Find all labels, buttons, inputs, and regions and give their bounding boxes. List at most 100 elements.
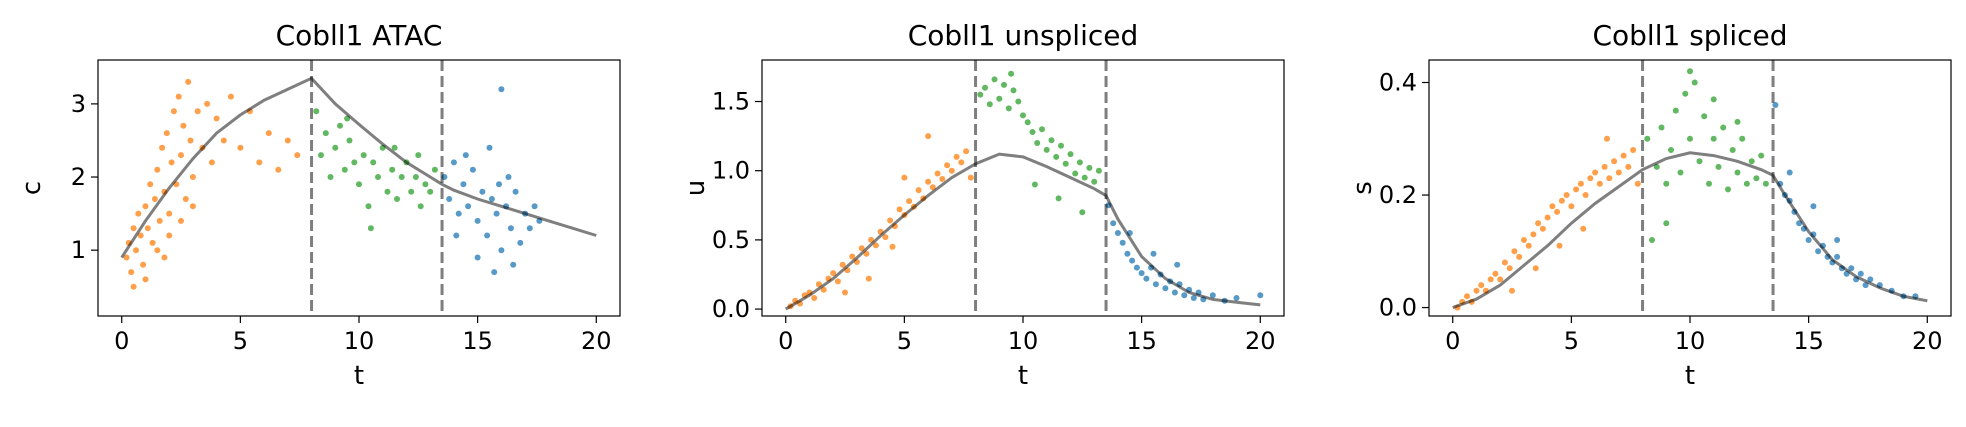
data-point-cluster-2 [1114, 230, 1121, 236]
data-point-cluster-0 [906, 198, 913, 205]
data-point-cluster-0 [944, 162, 951, 169]
y-tick-label: 1 [71, 236, 86, 264]
data-point-cluster-1 [394, 196, 400, 202]
data-point-cluster-0 [149, 239, 156, 246]
data-point-cluster-0 [858, 245, 865, 252]
data-point-cluster-0 [166, 210, 173, 217]
data-point-cluster-0 [178, 217, 184, 224]
data-point-cluster-0 [1506, 265, 1513, 272]
data-point-cluster-0 [834, 278, 841, 285]
data-point-cluster-0 [1492, 270, 1499, 277]
data-point-cluster-0 [1478, 282, 1485, 289]
data-point-cluster-2 [496, 181, 502, 188]
data-point-cluster-1 [370, 159, 377, 166]
data-point-cluster-0 [967, 174, 974, 181]
data-point-cluster-0 [159, 144, 166, 151]
x-tick-label: 10 [1008, 327, 1039, 355]
data-point-cluster-0 [144, 225, 151, 232]
data-point-cluster-2 [1810, 203, 1817, 210]
data-point-cluster-2 [484, 232, 491, 239]
data-point-cluster-0 [948, 167, 955, 174]
data-point-cluster-0 [1549, 203, 1556, 210]
data-point-cluster-1 [1053, 153, 1060, 160]
data-point-cluster-1 [1762, 180, 1769, 187]
data-point-cluster-0 [227, 93, 234, 100]
data-point-cluster-1 [1008, 70, 1015, 77]
data-point-cluster-0 [161, 254, 168, 261]
data-point-cluster-0 [1535, 220, 1542, 227]
data-point-cluster-2 [493, 210, 500, 217]
data-point-cluster-1 [1668, 147, 1674, 153]
data-point-cluster-0 [901, 174, 908, 181]
data-point-cluster-1 [1663, 220, 1670, 227]
x-axis-label: t [1018, 361, 1028, 391]
y-tick-label: 0.0 [1379, 294, 1417, 322]
data-point-cluster-0 [915, 187, 922, 194]
scatter-points [123, 78, 543, 290]
subplot-atac: 0 5 10 15 20 1 2 3 Cobll1 ATAC t c [17, 19, 621, 391]
y-tick-label: 0.0 [712, 295, 750, 323]
data-point-cluster-0 [1532, 265, 1539, 272]
data-point-cluster-1 [1687, 135, 1693, 142]
data-point-cluster-0 [925, 178, 932, 185]
data-point-cluster-1 [982, 84, 988, 91]
data-point-cluster-0 [1501, 259, 1508, 266]
subplot-spliced: 0 5 10 15 20 0.0 0.2 0.4 Cobll1 spliced t s [1348, 19, 1952, 391]
data-point-cluster-2 [1862, 282, 1869, 289]
data-point-cluster-0 [925, 133, 932, 140]
data-point-cluster-1 [1653, 163, 1660, 170]
data-point-cluster-1 [1701, 113, 1708, 120]
data-point-cluster-1 [1055, 195, 1062, 202]
data-point-cluster-0 [130, 225, 137, 232]
data-point-cluster-0 [1530, 231, 1537, 238]
data-point-cluster-2 [1162, 285, 1169, 292]
data-point-cluster-0 [194, 108, 201, 115]
data-point-cluster-1 [1079, 209, 1086, 216]
data-point-cluster-2 [498, 247, 505, 254]
data-point-cluster-1 [1725, 186, 1731, 193]
data-point-cluster-0 [220, 137, 227, 144]
data-point-cluster-1 [1062, 160, 1069, 167]
y-axis-label: u [681, 180, 711, 196]
data-point-cluster-0 [958, 159, 965, 166]
data-point-cluster-2 [1152, 281, 1159, 288]
data-point-cluster-1 [1005, 105, 1012, 112]
data-point-cluster-0 [154, 247, 161, 254]
data-point-cluster-0 [147, 181, 154, 188]
x-axis-label: t [354, 361, 364, 391]
data-point-cluster-1 [1720, 124, 1727, 131]
data-point-cluster-1 [422, 181, 429, 188]
data-point-cluster-1 [1029, 129, 1036, 135]
data-point-cluster-0 [140, 261, 147, 268]
data-point-cluster-1 [356, 181, 362, 188]
data-point-cluster-0 [123, 254, 130, 261]
data-point-cluster-0 [294, 152, 301, 159]
data-point-cluster-2 [1772, 102, 1779, 108]
data-point-cluster-0 [1556, 242, 1563, 249]
data-point-cluster-0 [963, 148, 970, 155]
data-point-cluster-1 [375, 174, 381, 180]
x-tick-label: 10 [1675, 327, 1706, 355]
data-point-cluster-0 [256, 159, 263, 166]
data-point-cluster-0 [889, 243, 896, 250]
data-point-cluster-2 [1209, 292, 1216, 299]
y-tick-label: 1.0 [712, 157, 750, 185]
data-point-cluster-1 [408, 188, 415, 195]
data-point-cluster-1 [1058, 142, 1064, 149]
y-tick-label: 0.5 [712, 226, 750, 254]
data-point-cluster-2 [1133, 264, 1140, 271]
data-point-cluster-1 [1677, 169, 1684, 176]
data-point-cluster-1 [1048, 137, 1055, 144]
data-point-cluster-0 [178, 152, 184, 159]
data-point-cluster-2 [453, 232, 460, 239]
data-point-cluster-0 [849, 253, 856, 260]
data-point-cluster-1 [986, 101, 993, 108]
data-point-cluster-2 [488, 196, 495, 202]
data-point-cluster-2 [1119, 239, 1126, 246]
data-point-cluster-0 [865, 275, 872, 282]
data-point-cluster-2 [517, 239, 524, 246]
data-point-cluster-0 [170, 108, 177, 115]
x-tick-label: 5 [233, 327, 248, 355]
x-tick-label: 15 [462, 327, 493, 355]
x-tick-label: 5 [897, 327, 912, 355]
